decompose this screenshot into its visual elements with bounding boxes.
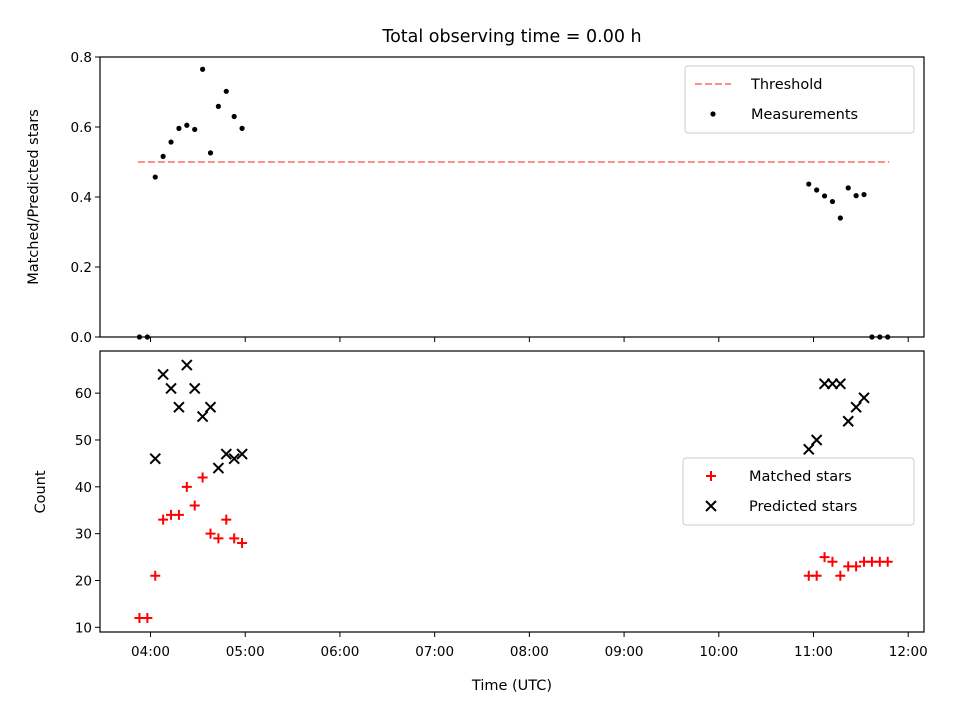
measurement-point (239, 125, 245, 131)
measurement-point (861, 191, 867, 198)
top-y-tick-label: 0.2 (71, 260, 92, 276)
bottom-x-tick-label: 08:00 (510, 644, 549, 660)
matched-star-point (811, 570, 822, 581)
measurement-point (168, 139, 174, 145)
predicted-star-point (157, 368, 169, 381)
matched-star-point (142, 612, 153, 623)
predicted-star-point (165, 382, 177, 395)
predicted-star-point (173, 401, 185, 413)
top-y-tick-label: 0.6 (71, 120, 92, 136)
bottom-x-tick-label: 12:00 (889, 644, 928, 660)
bottom-y-tick-label: 30 (75, 527, 92, 543)
measurement-point (176, 125, 182, 131)
matched-star-point (221, 514, 232, 525)
bottom-legend (682, 457, 915, 526)
measurement-point (207, 150, 214, 156)
bottom-y-tick-label: 60 (75, 386, 92, 402)
legend-predicted-swatch (705, 500, 717, 512)
top-y-tick-label: 0.4 (71, 190, 92, 206)
predicted-star-point (196, 410, 209, 423)
measurement-point (821, 193, 828, 199)
measurement-point (215, 103, 221, 109)
bottom-x-tick-label: 04:00 (131, 644, 170, 660)
measurement-point (231, 113, 237, 120)
measurement-point (223, 88, 229, 94)
matched-star-point (189, 500, 200, 511)
bottom-x-tick-label: 05:00 (226, 644, 265, 660)
legend-measurement-swatch (710, 111, 716, 117)
bottom-frame (99, 350, 925, 633)
matched-star-point (158, 514, 169, 525)
predicted-star-point (236, 448, 248, 460)
bottom-x-tick-label: 07:00 (415, 644, 454, 660)
measurement-point (184, 122, 190, 128)
measurement-point (814, 187, 820, 193)
top-y-tick-label: 0.8 (71, 50, 92, 66)
matched-star-point (882, 556, 893, 567)
matched-star-point (181, 481, 192, 492)
matched-star-point (229, 533, 240, 544)
measurement-point (192, 126, 198, 133)
measurement-point (845, 185, 851, 191)
matched-star-point (150, 570, 161, 581)
top-y-axis-label: Matched/Predicted stars (26, 109, 42, 285)
legend-entry-label: Measurements (751, 107, 858, 123)
top-panel: 0.0 0.2 0.4 0.6 0.8 Threshold Measurements (71, 50, 925, 346)
top-legend (684, 65, 915, 134)
legend-matched-swatch (706, 471, 716, 481)
predicted-star-point (212, 462, 225, 474)
measurement-point (160, 153, 166, 159)
matched-star-point (851, 561, 862, 572)
measurement-point (152, 174, 158, 180)
predicted-star-point (189, 382, 201, 395)
measurement-point (806, 181, 812, 187)
predicted-star-point (850, 401, 862, 413)
predicted-star-point (149, 453, 161, 465)
predicted-star-point (858, 392, 870, 404)
legend-entry-label: Predicted stars (749, 499, 857, 515)
bottom-y-tick-label: 50 (75, 433, 92, 449)
bottom-y-tick-label: 10 (75, 620, 92, 636)
bottom-x-tick-label: 10:00 (699, 644, 738, 660)
top-y-tick-label: 0.0 (71, 330, 92, 346)
bottom-x-tick-label: 11:00 (794, 644, 833, 660)
predicted-star-point (842, 415, 854, 427)
bottom-y-axis-label: Count (33, 470, 49, 513)
predicted-star-point (803, 443, 815, 456)
matched-star-point (197, 472, 208, 483)
matched-star-point (819, 552, 830, 563)
predicted-star-point (204, 401, 217, 413)
predicted-star-point (181, 359, 193, 371)
top-frame (99, 56, 925, 338)
matched-star-point (827, 556, 838, 567)
legend-entry-label: Matched stars (749, 469, 852, 485)
bottom-x-tick-label: 09:00 (605, 644, 644, 660)
bottom-panel: 10 20 30 40 50 60 04:00 05:00 06:00 07:00 08:00 09:… (75, 350, 928, 660)
matched-star-point (213, 533, 224, 544)
measurement-point (200, 66, 206, 72)
x-axis-label: Time (UTC) (471, 678, 552, 694)
matched-star-point (205, 528, 216, 539)
predicted-star-point (228, 453, 240, 465)
bottom-y-tick-label: 40 (75, 480, 92, 496)
matched-star-point (835, 570, 846, 581)
predicted-star-point (834, 378, 847, 390)
matched-star-point (173, 509, 184, 520)
predicted-star-point (810, 434, 823, 446)
chart-title: Total observing time = 0.00 h (381, 27, 641, 47)
predicted-star-point (220, 448, 232, 460)
legend-entry-label: Threshold (750, 77, 822, 93)
bottom-y-tick-label: 20 (75, 573, 92, 589)
bottom-x-tick-label: 06:00 (320, 644, 359, 660)
measurement-point (853, 193, 859, 199)
matched-star-point (237, 538, 248, 549)
measurement-point (829, 198, 836, 205)
measurement-point (837, 215, 843, 221)
